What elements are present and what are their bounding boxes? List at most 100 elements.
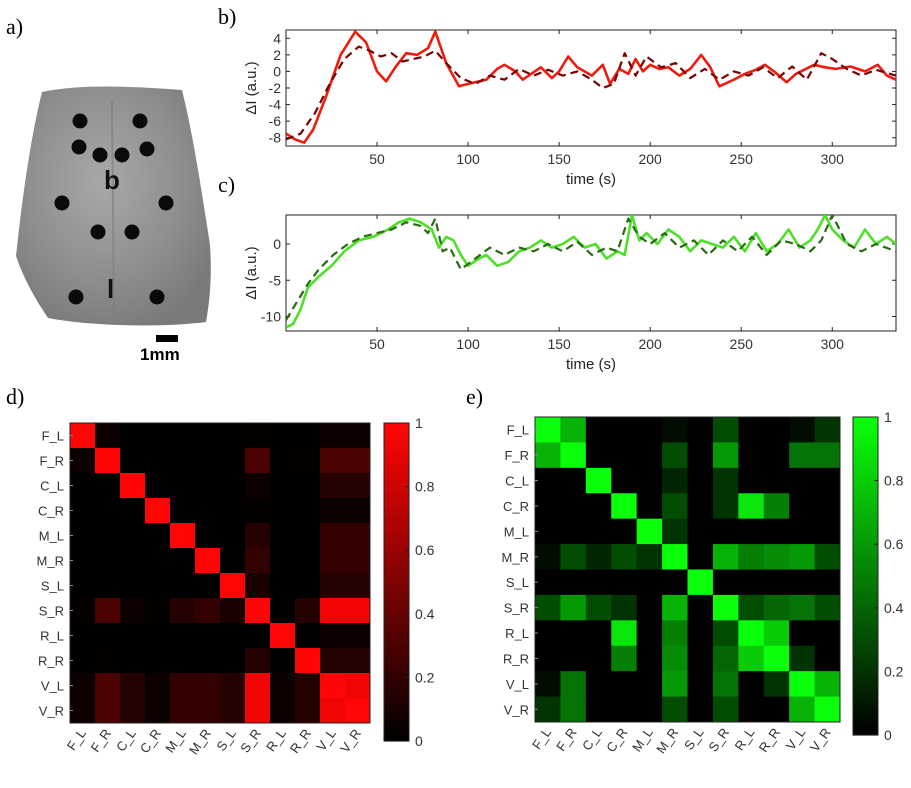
colorbar-segment bbox=[853, 623, 878, 630]
colorbar-segment bbox=[853, 560, 878, 566]
heatmap-cell bbox=[560, 696, 587, 723]
heatmap-cell bbox=[70, 573, 96, 599]
heatmap-cell bbox=[763, 518, 790, 545]
heatmap-cell bbox=[270, 648, 296, 674]
column-label: V_L bbox=[313, 726, 339, 754]
heatmap-cell bbox=[170, 423, 196, 449]
heatmap-cell bbox=[585, 493, 612, 520]
heatmap-cell bbox=[120, 423, 146, 449]
column-label: C_R bbox=[137, 726, 164, 756]
heatmap-cell bbox=[611, 620, 638, 647]
heatmap-cell bbox=[712, 544, 739, 570]
colorbar-segment bbox=[384, 587, 409, 594]
heatmap-cell bbox=[145, 623, 171, 649]
heatmap-cell bbox=[662, 671, 688, 698]
heatmap-cell bbox=[814, 569, 841, 596]
colorbar-segment bbox=[384, 730, 409, 737]
heatmap-cell bbox=[560, 594, 587, 621]
heatmap-cell bbox=[70, 698, 96, 724]
heatmap-cell bbox=[145, 473, 171, 499]
series-solid-line bbox=[286, 215, 896, 329]
heatmap-cell bbox=[195, 548, 221, 574]
row-label: R_L bbox=[40, 629, 64, 644]
panel-label-d: d) bbox=[6, 384, 24, 409]
colorbar-segment bbox=[853, 682, 878, 688]
colorbar-segment bbox=[853, 485, 878, 492]
colorbar-segment bbox=[384, 603, 409, 610]
colorbar-segment bbox=[853, 538, 878, 545]
heatmap-cell bbox=[70, 423, 96, 449]
heatmap-cell bbox=[270, 623, 296, 649]
heatmap-cell bbox=[195, 648, 221, 674]
column-label: F_L bbox=[529, 725, 554, 752]
series-dashed-line bbox=[286, 45, 896, 141]
region-label-l: l bbox=[107, 274, 114, 304]
colorbar-segment bbox=[384, 481, 409, 488]
colorbar-tick-label: 0.8 bbox=[415, 479, 435, 495]
heatmap-cell bbox=[814, 417, 841, 443]
heatmap-cell bbox=[220, 598, 246, 624]
heatmap-cell bbox=[763, 620, 790, 647]
colorbar-segment bbox=[853, 602, 878, 609]
column-label: V_R bbox=[807, 725, 834, 754]
heatmap-cell bbox=[585, 569, 612, 596]
colorbar-segment bbox=[384, 693, 409, 700]
heatmap-cell bbox=[145, 498, 171, 524]
colorbar-segment bbox=[853, 501, 878, 508]
column-label: R_L bbox=[732, 725, 758, 753]
colorbar-segment bbox=[384, 502, 409, 509]
heatmap-cell bbox=[195, 698, 221, 724]
colorbar-segment bbox=[384, 714, 409, 721]
heatmap-cell bbox=[636, 544, 663, 570]
series-dashed-line bbox=[286, 215, 896, 321]
heatmap-cell bbox=[636, 467, 663, 494]
heatmap-cell bbox=[170, 473, 196, 499]
heatmap-cell bbox=[270, 498, 296, 524]
plot-area bbox=[285, 214, 897, 332]
heatmap-cell bbox=[738, 696, 765, 723]
heatmap-cell bbox=[145, 573, 171, 599]
heatmap-cell bbox=[611, 493, 638, 520]
column-label: R_R bbox=[756, 725, 783, 755]
y-tick-label: -2 bbox=[269, 80, 282, 96]
colorbar-segment bbox=[853, 549, 878, 556]
scale-bar-label: 1mm bbox=[140, 345, 180, 364]
heatmap-cell bbox=[245, 673, 271, 699]
column-label: C_L bbox=[113, 726, 139, 754]
heatmap-cell bbox=[345, 623, 371, 649]
colorbar-segment bbox=[384, 592, 409, 599]
heatmap-cell bbox=[170, 623, 196, 649]
heatmap-cell bbox=[95, 423, 121, 449]
panel-label-a: a) bbox=[6, 14, 23, 39]
heatmap-cell bbox=[738, 671, 765, 698]
heatmap-cell bbox=[789, 594, 816, 621]
heatmap-cell bbox=[789, 417, 816, 443]
heatmap-cell bbox=[636, 569, 663, 596]
colorbar-segment bbox=[853, 634, 878, 641]
colorbar-tick-label: 0.4 bbox=[884, 600, 904, 616]
colorbar-segment bbox=[853, 533, 878, 540]
colorbar-segment bbox=[384, 539, 409, 546]
heatmap-cell bbox=[763, 493, 790, 520]
heatmap-cell bbox=[662, 645, 688, 672]
heatmap-cell bbox=[789, 442, 816, 469]
heatmap-cell bbox=[814, 493, 841, 520]
colorbar-segment bbox=[853, 480, 878, 487]
heatmap-cell bbox=[120, 448, 146, 474]
heatmap-cell bbox=[560, 620, 587, 647]
heatmap-cell bbox=[585, 467, 612, 494]
column-label: C_L bbox=[579, 725, 605, 753]
x-tick-label: 300 bbox=[821, 336, 845, 352]
colorbar-segment bbox=[384, 486, 409, 493]
heatmap-cell bbox=[220, 698, 246, 724]
heatmap-cell bbox=[814, 544, 841, 570]
heatmap-cell bbox=[738, 645, 765, 672]
heatmap-cell bbox=[95, 673, 121, 699]
colorbar-segment bbox=[853, 491, 878, 498]
heatmap-cell bbox=[662, 569, 688, 596]
y-tick-label: 0 bbox=[273, 63, 281, 79]
heatmap-cell bbox=[636, 417, 663, 443]
colorbar-segment bbox=[384, 544, 409, 551]
heatmap-cell bbox=[345, 473, 371, 499]
heatmap-cell bbox=[170, 548, 196, 574]
